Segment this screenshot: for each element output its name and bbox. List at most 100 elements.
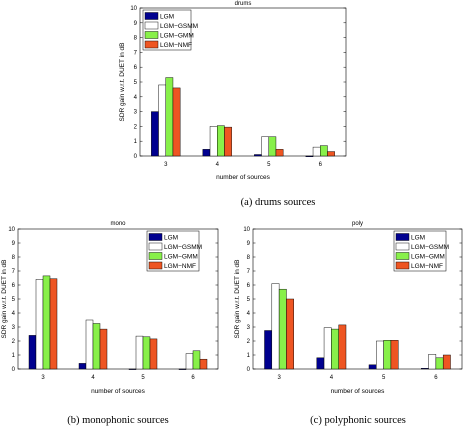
bar-lgm-gssmm-4 (323, 327, 332, 370)
legend-swatch-lgm-nmf (144, 40, 159, 49)
y-tick-label: 4 (12, 311, 16, 317)
legend-entry: LGM−GMM (411, 254, 445, 261)
bar-lgm-gmm-6 (320, 145, 328, 157)
bar-lgm-gssmm-3 (35, 279, 44, 370)
legend-entry: LGM−NMF (160, 42, 192, 49)
y-tick-label: 0 (12, 367, 16, 373)
y-tick-label: 0 (247, 367, 251, 373)
bar-lgm-gmm-5 (383, 340, 392, 370)
bar-lgm-3 (28, 335, 37, 370)
bar-lgm-nmf-6 (327, 151, 335, 157)
y-tick-label: 7 (12, 269, 16, 275)
bar-lgm-nmf-4 (338, 324, 347, 370)
legend: LGM LGM−GSMM LGM−GMM LGM−NMF (146, 230, 202, 272)
legend-entry: LGM−GMM (160, 33, 194, 40)
y-tick-label: 10 (130, 6, 137, 12)
x-tick-label: 6 (191, 375, 195, 381)
bar-lgm-6 (305, 155, 314, 157)
bar-lgm-gmm-6 (435, 357, 444, 370)
y-tick-label: 5 (247, 297, 251, 303)
y-tick-label: 2 (247, 339, 251, 345)
bar-lgm-gssmm-6 (428, 354, 437, 370)
chart-title: poly (352, 221, 363, 227)
legend-swatch-lgm (148, 233, 163, 241)
bar-lgm-nmf-6 (442, 354, 451, 370)
bar-lgm-gmm-6 (192, 350, 201, 370)
bar-lgm-nmf-5 (390, 340, 399, 370)
y-tick-label: 10 (8, 227, 15, 233)
legend-swatch-lgm-nmf (395, 261, 410, 270)
x-tick-label: 5 (382, 375, 386, 381)
legend-swatch-lgm-gssmm (148, 242, 163, 251)
bar-lgm-4 (202, 149, 211, 157)
bar-lgm-nmf-5 (275, 149, 284, 157)
bar-lgm-nmf-4 (224, 126, 232, 157)
bar-lgm-6 (178, 368, 187, 370)
x-tick-label: 5 (141, 375, 145, 381)
x-tick-label: 3 (41, 375, 45, 381)
legend-swatch-lgm-gmm (148, 252, 163, 260)
bar-lgm-gmm-5 (268, 136, 277, 157)
y-tick-label: 6 (12, 283, 16, 289)
bar-lgm-5 (368, 364, 377, 370)
legend-entry: LGM−NMF (411, 263, 443, 270)
figure-caption: (b) monophonic sources (67, 415, 168, 426)
bar-lgm-3 (151, 111, 159, 157)
bar-lgm-6 (421, 368, 429, 370)
bar-lgm-gmm-4 (92, 323, 101, 370)
y-tick-label: 1 (134, 139, 138, 145)
y-tick-label: 8 (134, 36, 138, 42)
legend-entry: LGM−GSMM (164, 244, 202, 251)
y-tick-label: 7 (134, 50, 138, 56)
bar-lgm-5 (128, 368, 137, 370)
y-tick-label: 9 (12, 241, 16, 247)
bar-lgm-nmf-4 (99, 328, 108, 370)
legend-swatch-lgm-gssmm (144, 21, 159, 30)
y-axis-label: SDR gain w.r.t. DUET in dB (119, 43, 126, 122)
x-tick-label: 6 (319, 162, 323, 168)
legend-entry: LGM (160, 14, 174, 21)
legend-swatch-lgm-gmm (144, 31, 159, 39)
legend-entry: LGM (411, 235, 425, 242)
figure-caption: (a) drums sources (241, 197, 316, 208)
bar-lgm-gssmm-5 (376, 340, 384, 370)
bar-lgm-gssmm-5 (261, 136, 269, 157)
chart-panel-2: 0 1 2 3 4 5 6 7 8 9 10 3 4 5 6 mono number of sources SDR… (1, 221, 219, 426)
bar-lgm-gssmm-4 (85, 319, 94, 370)
y-tick-label: 7 (247, 269, 251, 275)
x-tick-label: 6 (434, 375, 438, 381)
y-tick-label: 5 (12, 297, 16, 303)
bar-lgm-nmf-3 (49, 278, 58, 370)
y-tick-label: 8 (12, 255, 16, 261)
bar-lgm-gssmm-5 (135, 335, 144, 370)
y-tick-label: 9 (247, 241, 251, 247)
bar-lgm-gmm-4 (217, 125, 225, 157)
legend-entry: LGM (164, 235, 178, 242)
bar-lgm-4 (316, 357, 325, 370)
y-tick-label: 4 (134, 95, 138, 101)
x-tick-label: 4 (330, 375, 334, 381)
x-tick-label: 4 (216, 162, 220, 168)
bar-lgm-4 (78, 363, 87, 370)
y-tick-label: 6 (247, 283, 251, 289)
legend-swatch-lgm (395, 233, 410, 241)
legend-swatch-lgm-gmm (395, 252, 410, 260)
y-axis-label: SDR gain w.r.t. DUET in dB (1, 260, 8, 339)
bar-lgm-gssmm-3 (158, 84, 166, 157)
bar-lgm-gmm-3 (42, 275, 51, 370)
y-axis-label: SDR gain w.r.t. DUET in dB (234, 260, 241, 339)
y-tick-label: 10 (243, 227, 250, 233)
y-tick-label: 3 (134, 110, 138, 116)
legend-entry: LGM−GSMM (411, 244, 449, 251)
x-axis-label: number of sources (331, 388, 386, 395)
legend: LGM LGM−GSMM LGM−GMM LGM−NMF (393, 230, 449, 272)
bar-lgm-gmm-4 (331, 328, 339, 370)
y-tick-label: 6 (134, 65, 138, 71)
bar-lgm-nmf-5 (149, 338, 158, 370)
legend-entry: LGM−GMM (164, 254, 198, 261)
y-tick-label: 4 (247, 311, 251, 317)
y-tick-label: 2 (134, 124, 138, 130)
x-axis-label: number of sources (91, 388, 146, 395)
y-tick-label: 1 (247, 353, 251, 359)
bar-lgm-gssmm-3 (271, 283, 280, 370)
